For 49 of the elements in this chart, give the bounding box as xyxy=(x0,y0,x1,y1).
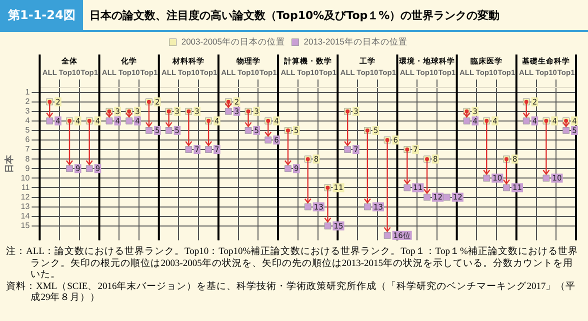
y-tick-label: 9 xyxy=(25,164,30,173)
point xyxy=(522,117,530,124)
y-tick-label: 1 xyxy=(25,87,30,96)
point xyxy=(126,117,133,124)
point xyxy=(224,108,232,115)
point xyxy=(542,174,550,182)
point xyxy=(264,136,272,144)
point xyxy=(244,127,252,134)
point xyxy=(463,117,470,124)
y-tick-label: 10 xyxy=(20,173,30,182)
y-tick-label: 7 xyxy=(25,144,30,154)
text: 注：ALL：論文数における世界ランク。Top10：Top10%補正論文数における世界ランク。Top１：Top１%補正論文数における世界ランク。矢印の根元の順位は2003-2005年の状況を、矢印の先の順位は2013-2015年の状況を示している。分数カウントを用いた。 xyxy=(6,247,579,281)
point xyxy=(66,165,73,172)
y-tick-label: 14 xyxy=(20,212,30,221)
point xyxy=(443,194,450,201)
y-tick-label: 5 xyxy=(25,126,30,135)
point xyxy=(165,127,172,134)
point xyxy=(404,184,411,192)
point xyxy=(146,127,152,134)
point xyxy=(106,117,113,124)
y-tick-label: 6 xyxy=(25,135,30,144)
point xyxy=(205,146,212,153)
legend-label: 2003-2005年の日本の位置 xyxy=(181,36,286,47)
point xyxy=(344,146,352,153)
legend-label: 2013-2015年の日本の位置 xyxy=(304,36,408,47)
y-tick-label: 12 xyxy=(20,192,30,202)
chart-title: 第1-1-24図 xyxy=(0,0,84,32)
chart-subtitle: 日本の論文数、注目度の高い論文数（Top10%及びTop１%）の世界ランクの変動 xyxy=(88,8,501,22)
y-tick-label: 4 xyxy=(25,116,30,126)
point xyxy=(483,174,490,182)
point xyxy=(86,165,93,172)
point xyxy=(384,232,391,239)
point xyxy=(284,165,292,172)
y-axis-title: 日本 xyxy=(4,154,14,173)
text: 資料：XML（SCIE、2016年末バージョン）を基に、科学技術・学術政策研究所作成（「科学研究のベンチマーキング2017」（平成29年８月）） xyxy=(6,282,577,304)
point xyxy=(503,184,510,192)
y-tick-label: 8 xyxy=(25,154,30,164)
point xyxy=(562,127,570,134)
point xyxy=(364,203,371,210)
point xyxy=(424,194,430,201)
y-tick-label: 3 xyxy=(25,106,30,116)
y-tick-label: 13 xyxy=(20,202,30,211)
y-tick-label: 11 xyxy=(21,182,30,192)
y-tick-label: 15 xyxy=(20,221,30,230)
point xyxy=(185,146,192,153)
point xyxy=(324,222,332,230)
y-tick-label: 2 xyxy=(25,97,30,106)
point xyxy=(304,203,312,210)
point xyxy=(46,117,54,124)
